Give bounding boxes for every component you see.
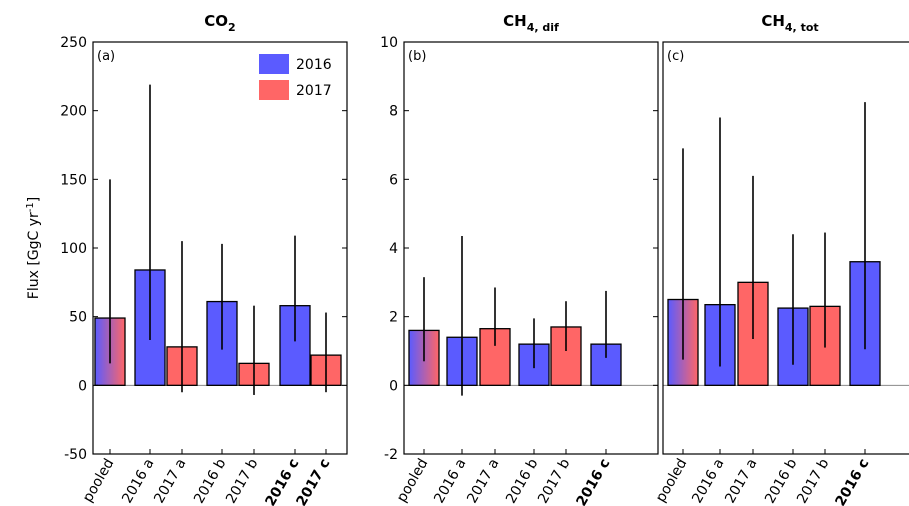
panel-title: CO2 — [204, 12, 235, 34]
y-tick-label: 8 — [389, 104, 398, 120]
plot-frame — [403, 41, 659, 455]
legend-swatch-2017 — [259, 80, 289, 100]
category-label: 2016 c — [833, 456, 873, 506]
y-tick-label: 0 — [78, 378, 87, 394]
panel-title: CH4, dif — [503, 12, 559, 34]
legend-label-2016: 2016 — [296, 57, 332, 73]
category-label: 2017 a — [464, 456, 502, 506]
category-label: pooled — [653, 456, 691, 505]
panel-label: (c) — [667, 49, 684, 64]
y-tick-label: 10 — [380, 35, 398, 51]
panel-title: CH4, tot — [761, 12, 818, 34]
legend: 2016 2017 — [259, 54, 332, 100]
category-label: 2017 a — [722, 456, 760, 506]
y-tick-label: 100 — [60, 241, 87, 257]
category-label: 2017 a — [151, 456, 189, 506]
y-axis-label: Flux [GgC yr-1] — [25, 197, 43, 299]
y-tick-label: 200 — [60, 104, 87, 120]
category-label: 2017 b — [223, 456, 261, 506]
y-tick-label: 50 — [69, 310, 87, 326]
y-tick-label: 150 — [60, 172, 87, 188]
y-tick-label: 4 — [389, 241, 398, 257]
plot-frame — [662, 41, 909, 455]
y-tick-label: -2 — [384, 447, 398, 463]
category-label: pooled — [394, 456, 432, 505]
category-label: pooled — [80, 456, 118, 505]
legend-swatch-2016 — [259, 54, 289, 74]
y-tick-label: 250 — [60, 35, 87, 51]
panel-label: (b) — [408, 49, 426, 64]
plot-frame — [92, 41, 348, 455]
panel-label: (a) — [97, 49, 115, 64]
category-label: 2016 c — [574, 456, 614, 506]
category-label: 2017 b — [794, 456, 832, 506]
legend-label-2017: 2017 — [296, 83, 332, 99]
y-tick-label: 6 — [389, 172, 398, 188]
y-tick-label: 0 — [389, 378, 398, 394]
y-tick-label: 2 — [389, 310, 398, 326]
y-tick-label: -50 — [64, 447, 87, 463]
category-label: 2017 b — [535, 456, 573, 506]
